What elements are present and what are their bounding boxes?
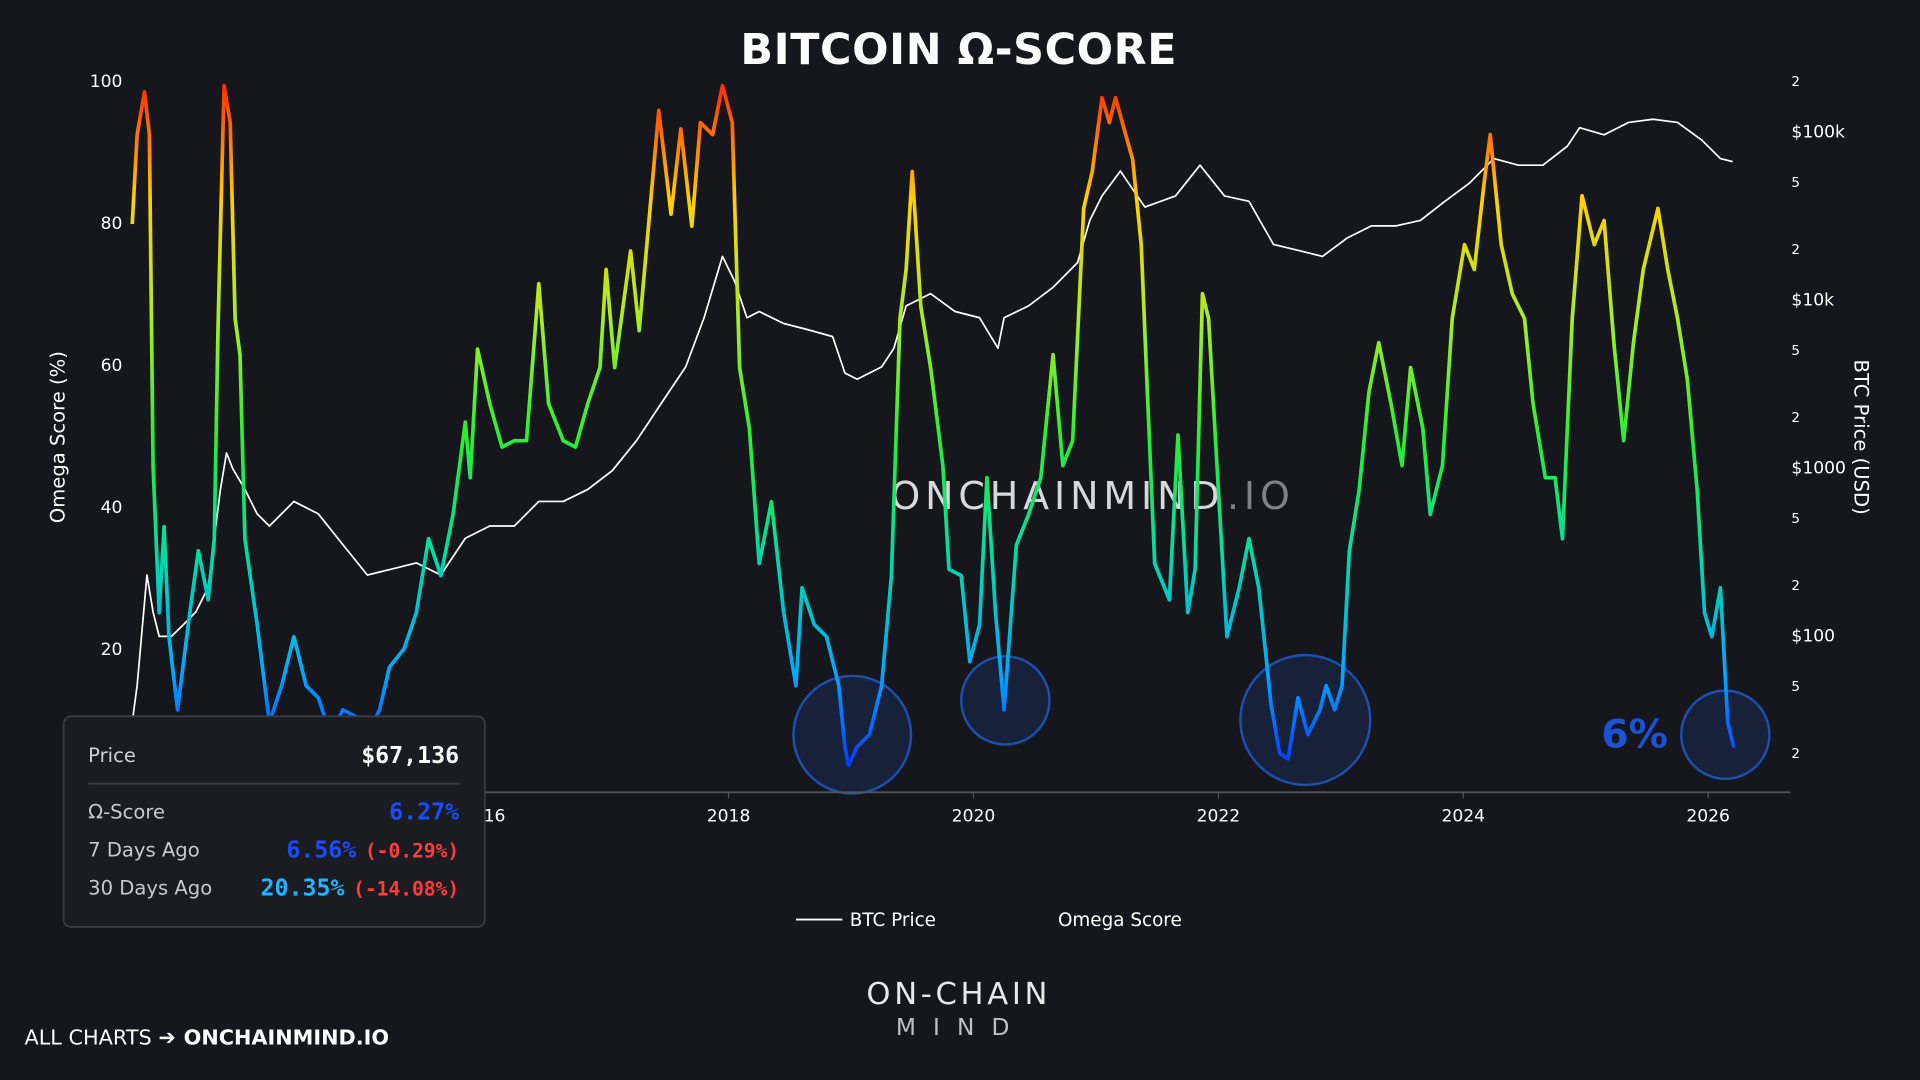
legend: BTC Price Omega Score [795, 910, 1182, 931]
chart-title: BITCOIN Ω-SCORE [740, 25, 1177, 75]
tooltip-label: Ω-Score [88, 801, 165, 824]
y2-tick-label: 2 [1791, 747, 1800, 762]
y2-tick-label: 2 [1791, 75, 1800, 90]
footer-link[interactable]: ONCHAINMIND.IO [184, 1025, 389, 1049]
y-tick-label: 20 [101, 640, 123, 660]
y2-tick-label: 5 [1791, 680, 1800, 695]
y2-tick-label: 2 [1791, 411, 1800, 426]
x-tick-label: 2026 [1686, 807, 1730, 827]
y2-tick-label: $100 [1791, 626, 1835, 646]
x-tick-label: 2018 [707, 807, 751, 827]
tooltip-label: 30 Days Ago [88, 876, 212, 899]
highlight-circles [792, 653, 1771, 795]
watermark-suffix: .IO [1227, 474, 1295, 518]
tooltip-value: $67,136 [361, 742, 459, 769]
footer-logo: ON-CHAIN [866, 977, 1051, 1012]
y-tick-label: 80 [101, 214, 123, 234]
y-tick-label: 60 [101, 356, 123, 376]
y-tick-label: 100 [90, 72, 123, 92]
legend-label: BTC Price [850, 910, 936, 931]
tooltip-value: 20.35% [261, 874, 345, 901]
legend-label: Omega Score [1058, 910, 1182, 931]
y2-tick-label: 2 [1791, 243, 1800, 258]
footer-link-prefix: ALL CHARTS ➔ [24, 1025, 175, 1049]
tooltip-value: 6.27% [389, 799, 459, 826]
y2-tick-label: 2 [1791, 579, 1800, 594]
tooltip-value: 6.56% [286, 837, 356, 864]
tooltip-change: (-14.08%) [353, 878, 459, 901]
tooltip-box [62, 715, 486, 928]
y2-tick-label: $1000 [1791, 458, 1845, 478]
tooltip: Price $67,136 Ω-Score 6.27% 7 Days Ago (-0.29… [62, 715, 486, 928]
y2-tick-label: 5 [1791, 344, 1800, 359]
y2-axis-label: BTC Price (USD) [1850, 360, 1873, 515]
y2-tick-label: 5 [1791, 176, 1800, 191]
y2-tick-label: $10k [1791, 291, 1834, 311]
y2-tick-label: 5 [1791, 512, 1800, 527]
x-tick-label: 2024 [1441, 807, 1485, 827]
y2-tick-label: $100k [1791, 123, 1845, 143]
x-tick-label: 2022 [1197, 807, 1241, 827]
annotation: 6% [1601, 713, 1668, 758]
y-axis-label: Omega Score (%) [46, 351, 69, 523]
tooltip-change: (-0.29%) [365, 840, 459, 863]
highlight-circle [792, 674, 913, 795]
y-tick-label: 40 [101, 498, 123, 518]
tooltip-label: Price [88, 744, 136, 767]
footer-logo-sub: MIND [896, 1014, 1027, 1041]
tooltip-label: 7 Days Ago [88, 839, 200, 862]
x-tick-label: 2020 [952, 807, 996, 827]
series-line [131, 118, 1733, 722]
